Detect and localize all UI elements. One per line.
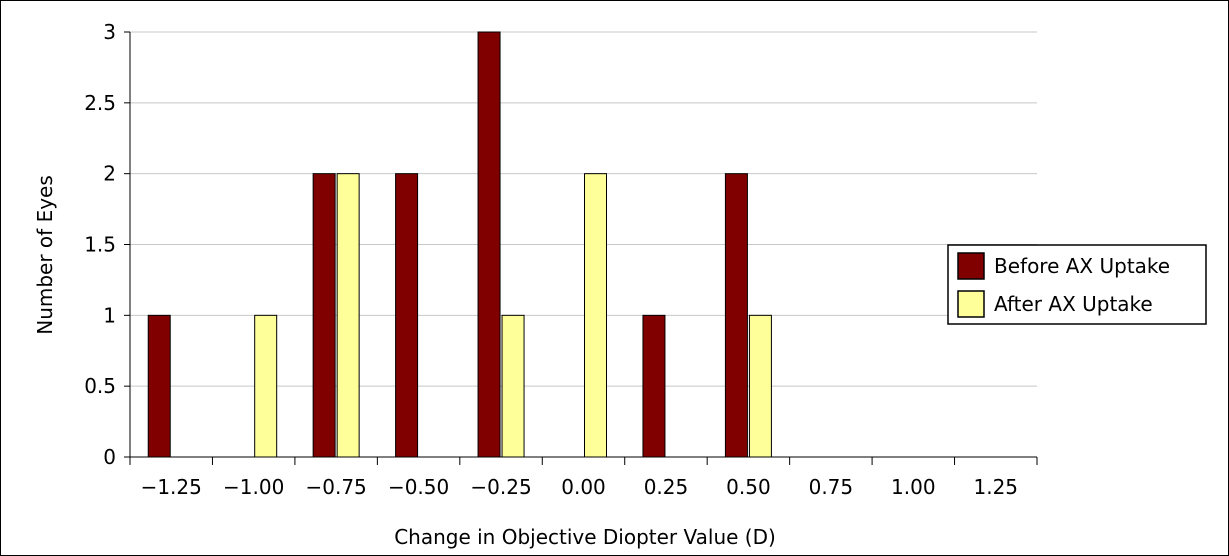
y-tick-label: 0 (103, 445, 116, 469)
legend-swatch-after (957, 290, 985, 318)
bar-before-ax-uptake (147, 314, 171, 458)
x-tick-label: −0.25 (470, 475, 531, 499)
y-tick-label: 2 (103, 162, 116, 186)
x-tick-label: 0.25 (644, 475, 689, 499)
x-tick-label: −0.50 (388, 475, 449, 499)
y-axis-title: Number of Eyes (33, 175, 57, 335)
bar-after-ax-uptake (254, 314, 278, 458)
legend-box (947, 244, 1207, 325)
x-tick-label: 0.00 (561, 475, 606, 499)
x-tick-labels: −1.25 −1.00 −0.75 −0.50 −0.25 0.00 0.25 0.50 0.7… (141, 475, 1018, 499)
x-axis-title: Change in Objective Diopter Value (D) (394, 525, 776, 549)
bar-after-ax-uptake (501, 314, 525, 458)
axes (124, 31, 1038, 465)
bar-before-ax-uptake (395, 173, 419, 458)
bars (147, 31, 772, 458)
bar-after-ax-uptake (336, 173, 360, 458)
x-tick-label: −0.75 (305, 475, 366, 499)
x-tick-label: −1.25 (141, 475, 202, 499)
bar-after-ax-uptake (584, 173, 607, 458)
bar-before-ax-uptake (312, 173, 336, 458)
legend: Before AX Uptake After AX Uptake (947, 244, 1207, 325)
x-tick-label: 1.25 (974, 475, 1019, 499)
bar-before-ax-uptake (724, 173, 748, 458)
y-tick-labels: 0 0.5 1 1.5 2 2.5 3 (84, 20, 116, 469)
grid-lines (130, 31, 1037, 387)
bar-before-ax-uptake (642, 314, 666, 458)
bar-before-ax-uptake (477, 31, 501, 458)
bar-after-ax-uptake (748, 314, 772, 458)
legend-label-before: Before AX Uptake (994, 254, 1170, 278)
y-tick-label: 1 (103, 303, 116, 327)
y-tick-label: 2.5 (84, 91, 116, 115)
x-tick-label: −1.00 (223, 475, 284, 499)
y-tick-label: 0.5 (84, 374, 116, 398)
x-tick-label: 0.50 (726, 475, 771, 499)
y-tick-label: 1.5 (84, 233, 116, 257)
x-tick-label: 1.00 (891, 475, 936, 499)
legend-swatch-before (957, 252, 985, 280)
y-tick-label: 3 (103, 20, 116, 44)
x-tick-label: 0.75 (809, 475, 854, 499)
legend-label-after: After AX Uptake (994, 292, 1153, 316)
